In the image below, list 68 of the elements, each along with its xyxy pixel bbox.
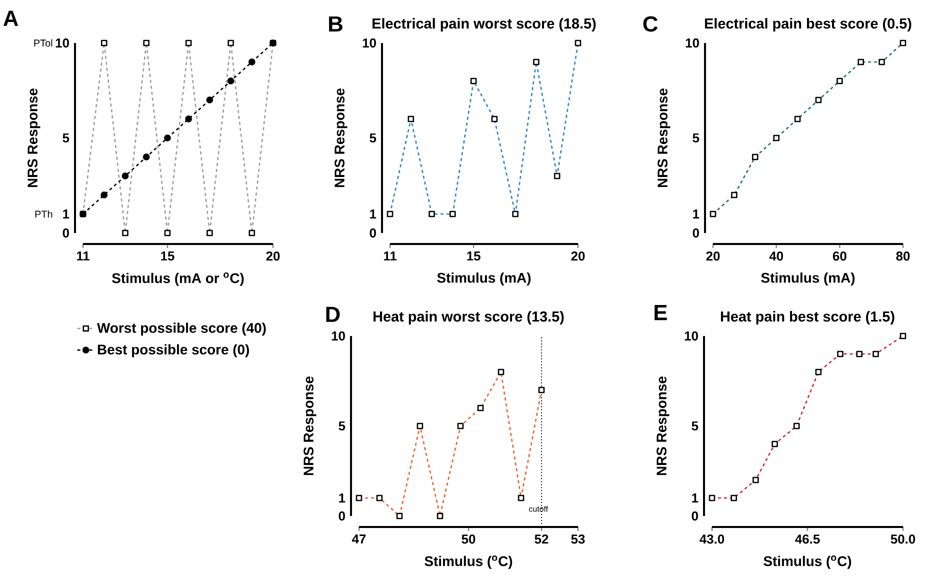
- y-tick-label: 0: [62, 228, 69, 238]
- y-axis-title: NRS Response: [656, 376, 670, 476]
- x-tick-label: 80: [896, 252, 910, 261]
- text: A: [3, 10, 18, 26]
- x-tick-label: 50.0: [890, 534, 916, 544]
- y-tick-label: 1: [63, 210, 70, 218]
- y-tick-label: 5: [62, 133, 70, 143]
- x-axis-title: Stimulus (mA): [761, 272, 855, 286]
- x-tick-label: 46.5: [795, 534, 820, 544]
- x-tick-label: 52: [534, 534, 548, 544]
- x-axis-title: Stimulus (mA): [437, 272, 531, 286]
- x-tick-label: 11: [76, 252, 90, 260]
- x-tick-label: 20: [571, 252, 585, 261]
- y-tick-label: 10: [686, 38, 699, 48]
- x-tick-label: 53: [571, 534, 585, 544]
- text: E: [654, 305, 667, 320]
- y-axis-title: NRS Response: [28, 88, 40, 188]
- y-tick-label: 5: [370, 133, 376, 142]
- y-tick-label: 1: [692, 494, 698, 502]
- text: PTh: [35, 210, 52, 218]
- y-axis-title: NRS Response: [334, 88, 348, 188]
- point: [185, 116, 192, 122]
- y-tick-label: 10: [56, 38, 69, 48]
- point: [164, 134, 171, 142]
- y-tick-label: 10: [332, 331, 345, 341]
- text: PTol: [34, 39, 52, 47]
- point: [100, 192, 108, 198]
- chart-title: Electrical pain worst score (18.5): [372, 18, 596, 32]
- chart-title: Electrical pain best score (0.5): [705, 18, 912, 32]
- y-tick-label: 5: [692, 133, 700, 142]
- x-axis-title: Stimulus ($^{o}$C): [424, 556, 512, 569]
- y-tick-label: 0: [692, 511, 698, 521]
- chart-title: Heat pain worst score (13.5): [374, 311, 564, 324]
- y-tick-label: 0: [370, 228, 376, 238]
- text: C: [643, 16, 658, 32]
- x-axis-title: Stimulus (mA or $^{o}$C): [112, 272, 244, 286]
- y-axis-title: NRS Response: [304, 376, 316, 476]
- point: [248, 58, 256, 66]
- x-tick-label: 20: [266, 252, 280, 261]
- y-tick-label: 0: [692, 228, 699, 238]
- x-tick-label: 40: [769, 252, 784, 261]
- legend-label: Worst possible score (40): [97, 322, 266, 336]
- x-axis-title: Stimulus ($^{o}$C): [764, 556, 852, 569]
- y-tick-label: 1: [693, 210, 700, 218]
- y-tick-label: 0: [338, 511, 345, 521]
- point: [206, 96, 214, 104]
- point: [142, 154, 150, 160]
- x-tick-label: 15: [161, 252, 174, 261]
- x-tick-label: 60: [832, 252, 846, 261]
- y-tick-label: 10: [362, 38, 376, 48]
- chart-title: Heat pain best score (1.5): [720, 311, 894, 324]
- legend-label: Best possible score (0): [98, 344, 249, 358]
- y-axis-title: NRS Response: [658, 88, 670, 188]
- text: B: [329, 16, 342, 32]
- x-tick-label: 15: [467, 252, 480, 261]
- x-tick-label: 50: [462, 534, 476, 544]
- x-tick-label: 11: [384, 252, 396, 260]
- y-tick-label: 1: [339, 494, 346, 502]
- y-tick-label: 5: [338, 421, 346, 430]
- x-tick-label: 47: [352, 534, 366, 544]
- y-tick-label: 5: [692, 421, 698, 430]
- x-tick-label: 43.0: [700, 534, 724, 544]
- point: [122, 172, 129, 180]
- point: [227, 78, 234, 84]
- y-tick-label: 10: [684, 331, 698, 341]
- x-tick-label: 20: [706, 252, 720, 261]
- y-tick-label: 1: [370, 210, 376, 218]
- text: D: [326, 306, 340, 322]
